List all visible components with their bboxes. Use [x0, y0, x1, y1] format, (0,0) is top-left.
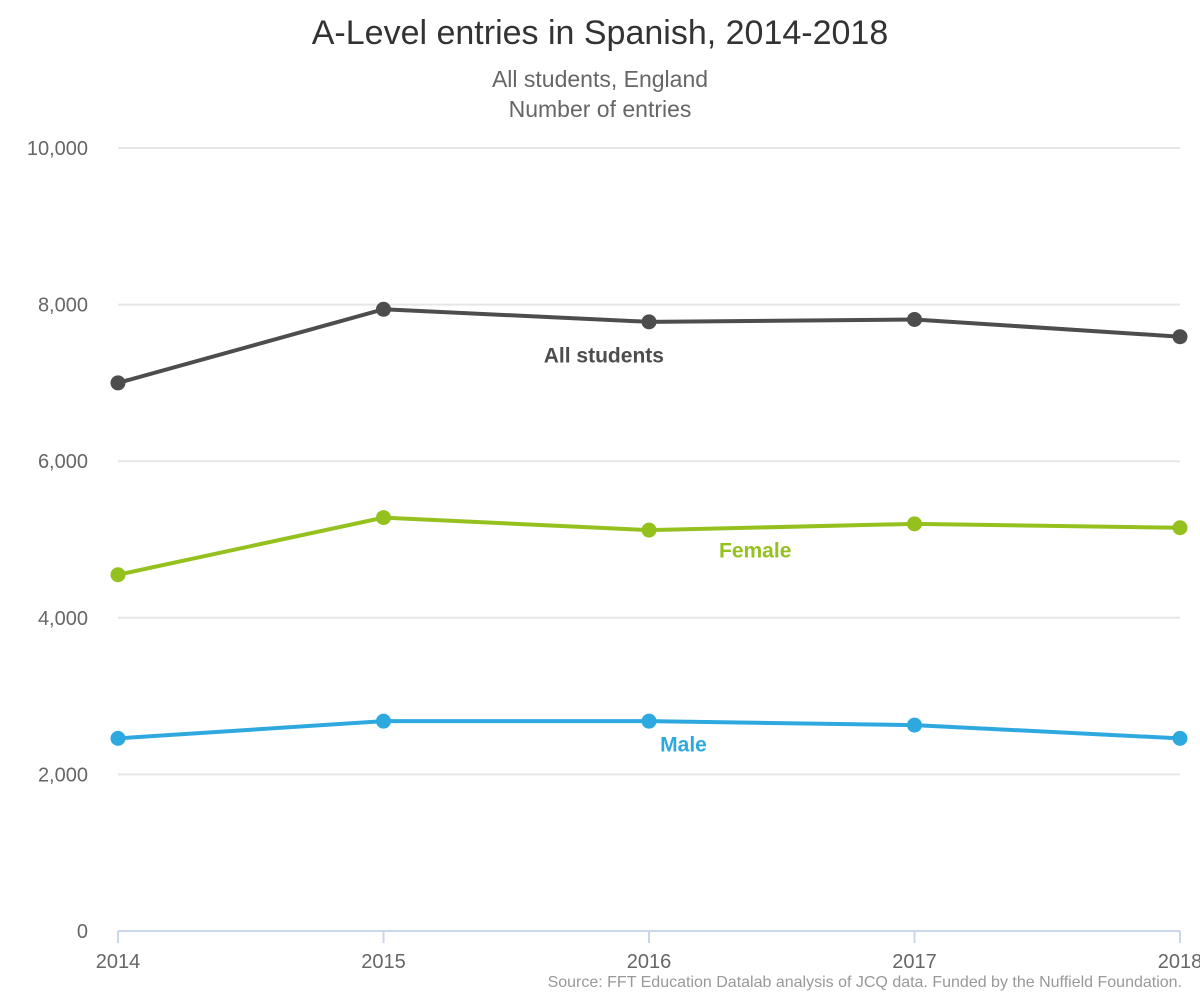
data-point: [1172, 520, 1188, 536]
chart-subtitle-line-2: Number of entries: [508, 96, 692, 122]
data-point: [907, 516, 922, 532]
y-tick-label: 10,000: [27, 138, 88, 160]
chart-title: A-Level entries in Spanish, 2014-2018: [311, 14, 889, 52]
y-tick-label: 6,000: [38, 451, 88, 473]
data-point: [907, 717, 922, 733]
data-point: [376, 510, 391, 526]
y-tick-label: 2,000: [38, 764, 88, 786]
series-label: Female: [719, 540, 791, 563]
series-labels: All students Female Male: [544, 345, 792, 757]
data-point: [641, 713, 657, 729]
series-lines: [110, 301, 1188, 746]
series-label: Male: [660, 734, 707, 757]
series-male: [110, 713, 1188, 746]
data-point: [1172, 730, 1188, 746]
data-point: [110, 375, 126, 391]
data-point: [641, 314, 657, 330]
data-point: [110, 730, 126, 746]
source-credit: Source: FFT Education Datalab analysis o…: [547, 974, 1182, 991]
data-point: [110, 567, 126, 583]
x-tick-label: 2017: [892, 951, 937, 973]
data-point: [641, 522, 657, 538]
series-all-students: [110, 301, 1188, 391]
data-point: [1172, 329, 1188, 345]
data-point: [907, 311, 922, 327]
y-axis-tick-labels: 0 2,000 4,000 6,000 8,000 10,000: [27, 138, 88, 943]
y-tick-label: 8,000: [38, 295, 88, 317]
y-tick-label: 0: [77, 921, 88, 943]
x-axis: [117, 930, 1181, 943]
gridlines: [118, 147, 1180, 776]
series-label: All students: [544, 345, 664, 368]
x-tick-label: 2014: [96, 951, 141, 973]
x-tick-label: 2016: [627, 951, 672, 973]
x-tick-label: 2018: [1158, 951, 1200, 973]
chart-subtitle-line-1: All students, England: [491, 66, 709, 92]
data-point: [376, 713, 391, 729]
x-tick-label: 2015: [361, 951, 406, 973]
data-point: [376, 301, 391, 317]
x-axis-tick-labels: 2014 2015 2016 2017 2018: [96, 951, 1200, 973]
series-female: [110, 510, 1188, 583]
y-tick-label: 4,000: [38, 608, 88, 630]
